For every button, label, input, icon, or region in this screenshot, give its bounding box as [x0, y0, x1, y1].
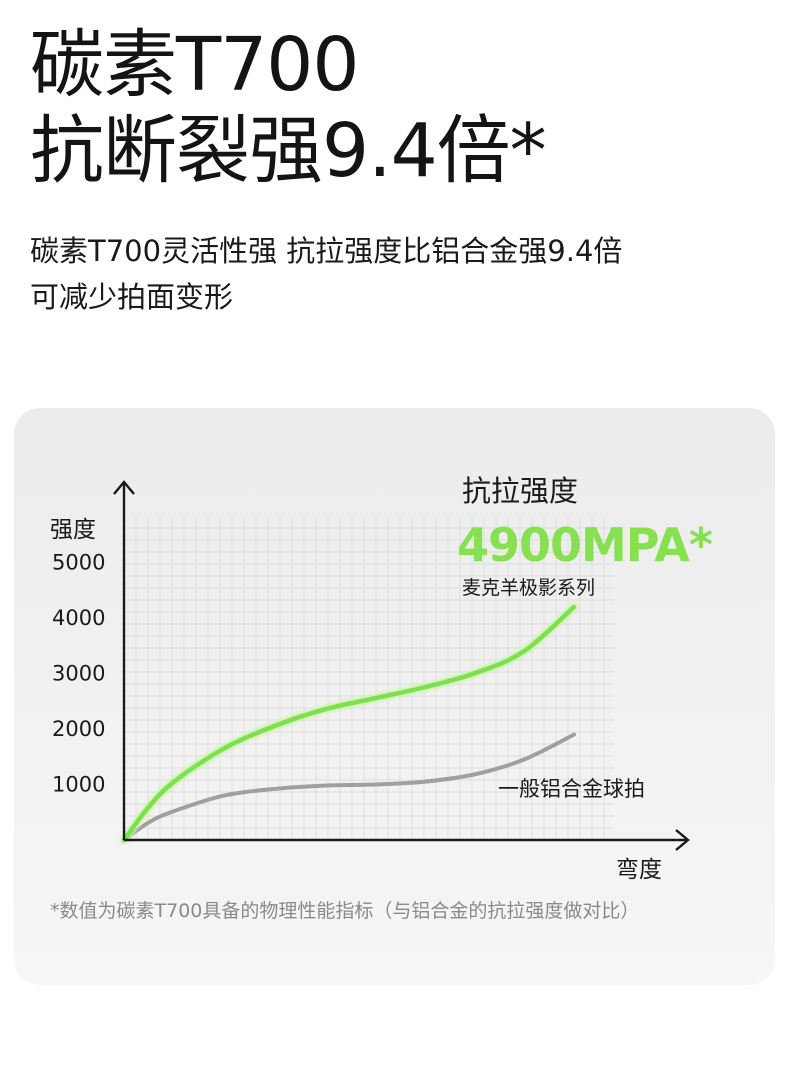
aluminum-series-label: 一般铝合金球拍	[498, 777, 645, 801]
subtitle: 碳素T700灵活性强 抗拉强度比铝合金强9.4倍 可减少拍面变形	[30, 228, 622, 320]
highlight-caption: 麦克羊极影系列	[462, 577, 595, 599]
strength-chart: 5000 4000 3000 2000 1000 强度 弯度 抗拉强度 4900MPA*…	[50, 474, 714, 883]
y-tick-label: 5000	[52, 551, 105, 575]
subtitle-line-2: 可减少拍面变形	[30, 280, 234, 314]
headline: 碳素T700 抗断裂强9.4倍*	[30, 22, 547, 194]
highlight-value: 4900MPA*	[457, 518, 713, 572]
headline-line-1: 碳素T700	[30, 22, 359, 108]
y-tick-labels: 5000 4000 3000 2000 1000	[52, 551, 105, 797]
chart-card: 5000 4000 3000 2000 1000 强度 弯度 抗拉强度 4900MPA*…	[14, 408, 775, 985]
series-lines	[119, 602, 579, 845]
y-tick-label: 3000	[52, 662, 105, 686]
y-tick-label: 2000	[52, 717, 105, 741]
carbon-series-line	[121, 604, 577, 843]
highlight-title: 抗拉强度	[462, 474, 578, 508]
y-axis-arrow	[113, 480, 135, 495]
aluminum-series-line	[122, 732, 576, 842]
y-tick-label: 1000	[52, 773, 105, 797]
y-tick-label: 4000	[52, 606, 105, 630]
chart-grid	[123, 518, 614, 841]
headline-line-2: 抗断裂强9.4倍*	[30, 108, 547, 194]
footnote: *数值为碳素T700具备的物理性能指标（与铝合金的抗拉强度做对比）	[50, 900, 640, 922]
subtitle-line-1: 碳素T700灵活性强 抗拉强度比铝合金强9.4倍	[30, 234, 623, 268]
y-axis-label: 强度	[50, 517, 96, 543]
x-axis-label: 弯度	[616, 857, 662, 883]
x-axis-arrow	[675, 829, 690, 851]
